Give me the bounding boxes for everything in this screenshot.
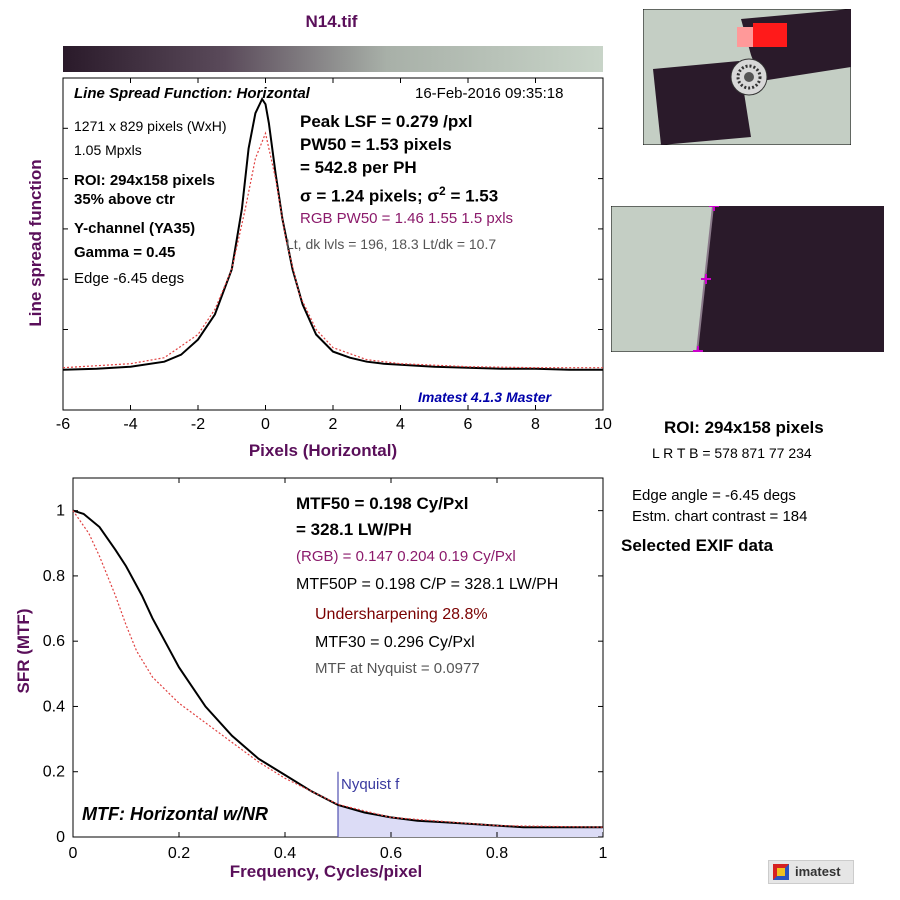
lsf-info-3: 35% above ctr [74, 191, 175, 208]
mtf-ytick-label-0: 0 [56, 829, 65, 846]
mtf-ytick-label-2: 0.4 [43, 698, 65, 715]
lsf-ylabel: Line spread function [26, 159, 45, 327]
lsf-xtick-label-4: 2 [329, 416, 338, 433]
mtf-ytick-label-3: 0.6 [43, 633, 65, 650]
roi-lrtb: L R T B = 578 871 77 234 [652, 445, 812, 461]
lsf-xtick-label-0: -6 [56, 416, 70, 433]
lsf-xtick-label-8: 10 [594, 416, 612, 433]
mtf-xtick-label-0: 0 [69, 845, 78, 862]
mtf-ytick-label-1: 0.2 [43, 764, 65, 781]
lsf-xtick-label-7: 8 [531, 416, 540, 433]
exif-heading: Selected EXIF data [621, 536, 774, 555]
sigma-b: = 1.53 [445, 186, 499, 206]
lsf-info-6: Edge -6.45 degs [74, 270, 185, 287]
sigma-sup: 2 [439, 184, 446, 198]
mtf50-rgb: (RGB) = 0.147 0.204 0.19 Cy/Pxl [296, 548, 516, 565]
imatest-logo-text: imatest [795, 864, 841, 879]
file-title: N14.tif [305, 12, 358, 31]
lsf-info-1: 1.05 Mpxls [74, 142, 142, 158]
nyquist-label: Nyquist f [341, 776, 400, 793]
nyquist-fill [338, 805, 603, 837]
sigma: σ = 1.24 pixels; σ2 = 1.53 [300, 184, 498, 207]
lsf-xtick-label-6: 6 [464, 416, 473, 433]
pw50: PW50 = 1.53 pixels [300, 135, 452, 154]
lsf-info-5: Gamma = 0.45 [74, 244, 176, 261]
lsf-info-4: Y-channel (YA35) [74, 220, 196, 237]
per-ph: = 542.8 per PH [300, 158, 417, 177]
mtf-ytick-label-5: 1 [56, 503, 65, 520]
sigma-a: σ = 1.24 pixels; σ [300, 186, 440, 206]
lsf-timestamp: 16-Feb-2016 09:35:18 [415, 85, 564, 102]
light-dark-levels: Lt, dk lvls = 196, 18.3 Lt/dk = 10.7 [286, 236, 497, 252]
lsf-xtick-label-3: 0 [261, 416, 270, 433]
chart-thumbnail [643, 9, 851, 145]
imatest-version: Imatest 4.1.3 Master [418, 389, 552, 405]
lsf-xtick-label-5: 4 [396, 416, 405, 433]
roi-thumbnail [611, 206, 884, 352]
mtf-xlabel: Frequency, Cycles/pixel [229, 862, 423, 881]
mtf-xtick-label-4: 0.8 [486, 845, 508, 862]
peak-lsf: Peak LSF = 0.279 /pxl [300, 112, 473, 131]
mtf50: MTF50 = 0.198 Cy/Pxl [296, 494, 469, 513]
lsf-info-0: 1271 x 829 pixels (WxH) [74, 118, 227, 134]
mtf-ytick-label-4: 0.8 [43, 568, 65, 585]
lsf-chart: -6 -4 -2 0 2 4 6 8 10 [56, 46, 612, 433]
lsf-xtick-label-2: -2 [191, 416, 205, 433]
undersharpening: Undersharpening 28.8% [315, 606, 488, 623]
imatest-logo: imatest [768, 860, 854, 884]
lsf-title: Line Spread Function: Horizontal [74, 85, 310, 102]
mtf-xtick-label-3: 0.6 [380, 845, 402, 862]
mtf-chart: 0 0.2 0.4 0.6 0.8 1 0 0.2 0.4 0.6 0.8 1 [43, 477, 608, 862]
roi-size: ROI: 294x158 pixels [664, 418, 824, 437]
mtf50p: MTF50P = 0.198 C/P = 328.1 LW/PH [296, 576, 559, 593]
imatest-logo-mark [773, 864, 789, 880]
edge-angle: Edge angle = -6.45 degs [632, 487, 796, 504]
mtf-xtick-label-5: 1 [599, 845, 608, 862]
lsf-xtick-label-1: -4 [123, 416, 137, 433]
edge-gradient-bar [63, 46, 603, 72]
lsf-info-2: ROI: 294x158 pixels [74, 172, 215, 189]
mtf30: MTF30 = 0.296 Cy/Pxl [315, 634, 475, 651]
chart-contrast: Estm. chart contrast = 184 [632, 508, 808, 525]
mtf-title: MTF: Horizontal w/NR [82, 804, 268, 824]
rgb-pw50: RGB PW50 = 1.46 1.55 1.5 pxls [300, 210, 514, 227]
mtf-xtick-label-1: 0.2 [168, 845, 190, 862]
mtf-xtick-label-2: 0.4 [274, 845, 296, 862]
lsf-xlabel: Pixels (Horizontal) [248, 441, 398, 460]
mtf-ylabel: SFR (MTF) [14, 608, 33, 694]
mtf50-lwph: = 328.1 LW/PH [296, 520, 412, 539]
mtf-at-nyquist: MTF at Nyquist = 0.0977 [315, 660, 480, 677]
